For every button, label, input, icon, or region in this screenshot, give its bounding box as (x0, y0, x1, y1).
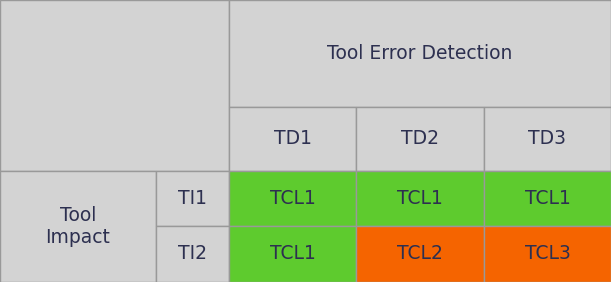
Text: TD3: TD3 (529, 129, 566, 148)
Text: TCL1: TCL1 (397, 189, 443, 208)
Bar (229, 226, 356, 282)
Text: Tool Error Detection: Tool Error Detection (327, 44, 513, 63)
Bar (484, 107, 611, 171)
Bar (156, 171, 229, 226)
Text: TCL2: TCL2 (397, 244, 443, 263)
Text: TD1: TD1 (274, 129, 312, 148)
Bar (0, 0, 229, 171)
Bar (229, 107, 356, 171)
Bar (229, 0, 611, 107)
Text: TCL3: TCL3 (524, 244, 571, 263)
Bar (0, 171, 156, 282)
Bar (156, 226, 229, 282)
Bar (484, 226, 611, 282)
Bar (356, 171, 484, 226)
Text: TCL1: TCL1 (269, 189, 316, 208)
Text: Tool
Impact: Tool Impact (45, 206, 111, 247)
Text: TI2: TI2 (178, 244, 207, 263)
Text: TI1: TI1 (178, 189, 207, 208)
Bar (229, 171, 356, 226)
Bar (356, 107, 484, 171)
Text: TD2: TD2 (401, 129, 439, 148)
Text: TCL1: TCL1 (524, 189, 571, 208)
Bar (356, 226, 484, 282)
Bar (484, 171, 611, 226)
Text: TCL1: TCL1 (269, 244, 316, 263)
